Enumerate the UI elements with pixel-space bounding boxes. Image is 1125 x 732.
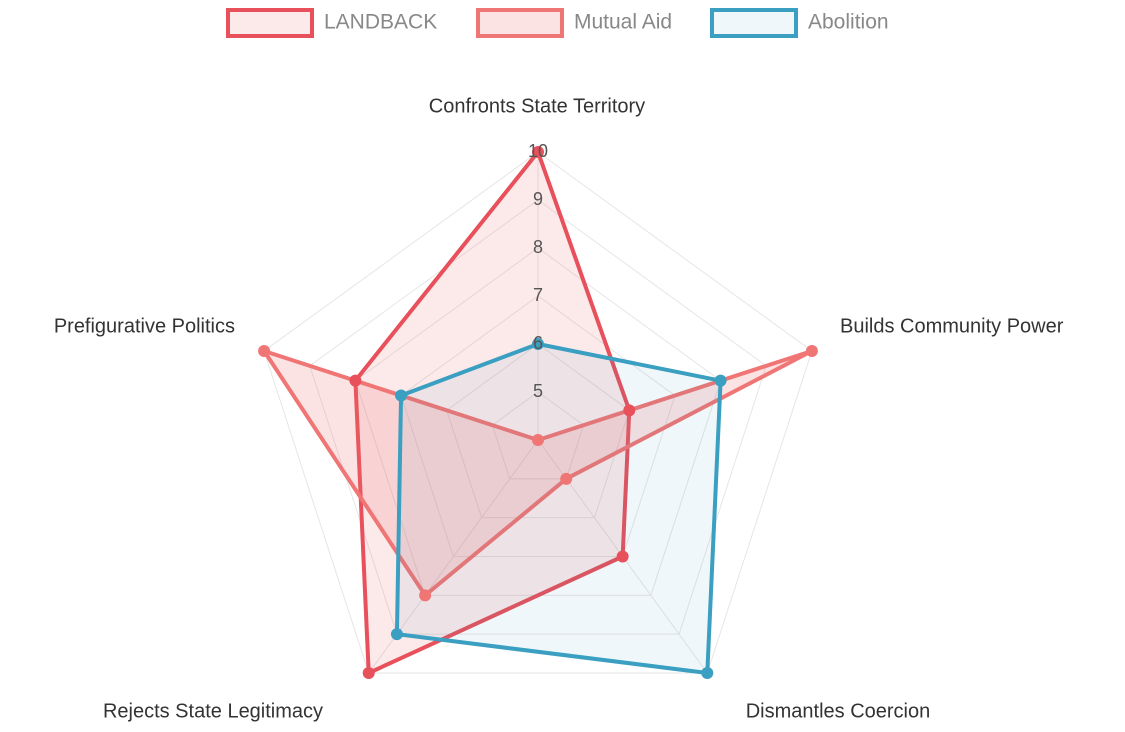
r-tick-label: 5 [533,381,543,401]
grid-line [400,295,676,557]
legend-swatch [226,8,314,38]
grid-line [263,151,813,674]
axis-label: Builds Community Power [840,315,1064,337]
axis-label: Dismantles Coercion [746,700,931,722]
data-point [362,666,375,679]
legend-swatch [476,8,564,38]
legend-swatch [710,8,798,38]
legend-label: Abolition [808,11,889,34]
data-point [805,345,818,358]
data-point [390,628,403,641]
axis-label: Prefigurative Politics [54,315,235,337]
legend-label: LANDBACK [324,11,437,34]
grid-line [491,391,585,480]
data-point [623,404,636,417]
r-tick-label: 10 [528,141,548,161]
data-point [714,374,727,387]
data-point [349,374,362,387]
grid-line [446,343,630,519]
data-point [532,338,544,350]
data-point [616,550,629,563]
data-point [532,146,544,158]
r-tick-label: 6 [533,333,543,353]
series-area [394,342,723,675]
data-point [560,472,573,485]
axis-label: Confronts State Territory [429,95,645,117]
data-point [701,666,714,679]
data-point [419,589,432,602]
data-point [258,345,271,358]
axis-label: Rejects State Legitimacy [103,700,323,722]
data-point [532,434,544,446]
legend-label: Mutual Aid [574,11,672,34]
r-tick-label: 8 [533,237,543,257]
r-tick-label: 7 [533,285,543,305]
grid-line [309,199,767,635]
series-area [353,150,632,675]
data-point [395,389,408,402]
r-tick-label: 9 [533,189,543,209]
